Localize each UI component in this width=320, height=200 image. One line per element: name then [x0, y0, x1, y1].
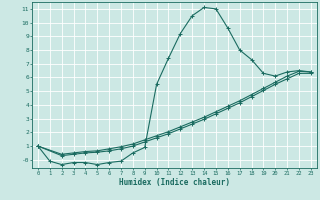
X-axis label: Humidex (Indice chaleur): Humidex (Indice chaleur) — [119, 178, 230, 187]
